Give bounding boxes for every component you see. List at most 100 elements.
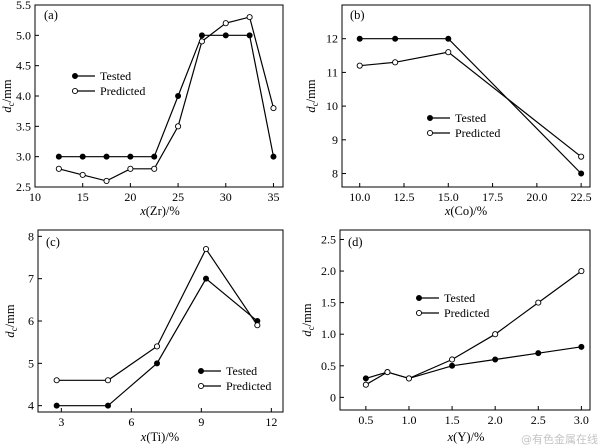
y-tick-label: 2.5 xyxy=(321,232,336,246)
x-axis-unit: (Ti)/% xyxy=(146,430,179,444)
x-tick-label: 3.0 xyxy=(574,413,589,427)
data-point-predicted xyxy=(151,165,158,172)
legend-item-predicted: Predicted xyxy=(71,84,145,98)
data-point-predicted xyxy=(254,322,261,329)
data-point-predicted xyxy=(356,62,363,69)
x-axis-unit: (Zr)/% xyxy=(146,204,180,218)
x-tick-label: 6 xyxy=(128,415,134,429)
y-tick-label: 11 xyxy=(326,65,338,79)
y-tick-label: 12 xyxy=(326,32,338,46)
legend-item-tested: Tested xyxy=(426,111,486,125)
data-point-tested xyxy=(127,153,134,160)
legend-marker xyxy=(426,115,433,122)
x-axis-variable: x xyxy=(444,204,451,218)
y-axis-subscript: c xyxy=(310,102,320,106)
x-tick-label: 35 xyxy=(267,190,279,204)
data-point-predicted xyxy=(449,356,456,363)
data-point-tested xyxy=(103,153,110,160)
chart-panel-a: 10 15 20 25 30 35 2.5 3.0 3.5 4.0 4.5 5.0 5.5 TestedP… xyxy=(0,0,284,218)
x-tick-label: 10 xyxy=(29,190,41,204)
legend-label: Predicted xyxy=(226,379,271,393)
y-tick-label: 6 xyxy=(28,314,34,328)
data-point-predicted xyxy=(104,377,112,384)
series-line-predicted xyxy=(58,16,275,182)
x-tick-label: 22.5 xyxy=(571,190,592,204)
data-point-predicted xyxy=(246,14,253,21)
y-tick-label: 2.0 xyxy=(321,264,336,278)
plot-frame xyxy=(34,4,284,188)
x-tick-label: 20.0 xyxy=(526,190,547,204)
x-tick-label: 1.5 xyxy=(445,413,460,427)
data-point-tested xyxy=(492,356,499,363)
x-tick-label: 25 xyxy=(172,190,184,204)
x-tick-label: 9 xyxy=(198,415,204,429)
legend-label: Tested xyxy=(226,364,257,378)
legend-label: Predicted xyxy=(100,84,145,98)
x-axis-label: x(Y)/% xyxy=(447,430,485,444)
y-tick-label: 8 xyxy=(28,229,34,243)
data-point-predicted xyxy=(492,331,499,338)
series-line-tested xyxy=(359,38,582,174)
y-axis-unit: /mm xyxy=(3,304,17,327)
data-point-tested xyxy=(202,275,209,282)
data-point-predicted xyxy=(362,381,369,388)
y-tick-label: 1.5 xyxy=(321,296,336,310)
y-axis-label: dc/mm xyxy=(0,79,16,112)
x-tick-label: 15.0 xyxy=(438,190,459,204)
y-axis-unit: /mm xyxy=(304,79,318,102)
x-axis-label: x(Zr)/% xyxy=(139,204,180,218)
panel-label: (a) xyxy=(44,8,58,22)
x-tick-label: 15 xyxy=(77,190,89,204)
y-axis-label: dc/mm xyxy=(304,79,320,112)
y-axis-variable: d xyxy=(304,106,318,113)
data-point-tested xyxy=(79,153,86,160)
legend-item-predicted: Predicted xyxy=(426,126,500,140)
legend-label: Tested xyxy=(455,111,486,125)
data-point-tested xyxy=(53,402,60,409)
series-line-tested xyxy=(365,346,582,380)
x-tick-label: 2.5 xyxy=(531,413,546,427)
chart-panel-d: 0.5 1.0 1.5 2.0 2.5 3.0 0 0.5 1.0 1.5 2.0 2.5 Tested… xyxy=(300,229,591,444)
y-tick-label: 4.0 xyxy=(16,89,31,103)
x-tick-label: 2.0 xyxy=(488,413,503,427)
legend-marker xyxy=(72,73,79,80)
data-point-predicted xyxy=(153,343,161,350)
data-point-predicted xyxy=(202,245,210,253)
legend-item-tested: Tested xyxy=(197,364,257,378)
data-point-predicted xyxy=(578,268,585,275)
data-point-predicted xyxy=(535,299,542,306)
legend-marker xyxy=(197,382,205,390)
data-point-predicted xyxy=(103,177,110,184)
x-axis-unit: (Y)/% xyxy=(453,430,484,444)
data-point-predicted xyxy=(79,171,86,178)
panel-label: (b) xyxy=(350,8,365,22)
data-point-tested xyxy=(175,93,182,100)
y-tick-label: 3.5 xyxy=(16,119,31,133)
x-tick-label: 3 xyxy=(58,415,64,429)
data-point-tested xyxy=(105,402,112,409)
data-point-tested xyxy=(362,375,369,382)
y-axis-subscript: c xyxy=(306,326,316,330)
y-axis-variable: d xyxy=(300,330,314,337)
data-point-predicted xyxy=(392,59,399,66)
y-axis-subscript: c xyxy=(9,327,19,331)
data-point-predicted xyxy=(578,153,585,160)
y-tick-label: 7 xyxy=(28,272,34,286)
legend-label: Predicted xyxy=(455,126,500,140)
x-axis-variable: x xyxy=(139,204,146,218)
y-axis-label: dc/mm xyxy=(3,304,19,337)
data-point-predicted xyxy=(175,123,182,130)
data-point-tested xyxy=(356,35,363,42)
series-line-predicted xyxy=(359,51,582,158)
x-tick-label: 12.5 xyxy=(394,190,415,204)
y-axis-variable: d xyxy=(3,331,17,338)
y-axis-subscript: c xyxy=(6,102,16,106)
data-point-predicted xyxy=(198,38,205,45)
data-point-predicted xyxy=(384,369,391,376)
data-point-tested xyxy=(578,170,585,177)
data-point-tested xyxy=(578,343,585,350)
data-point-tested xyxy=(198,32,205,39)
y-tick-label: 0 xyxy=(330,390,336,404)
